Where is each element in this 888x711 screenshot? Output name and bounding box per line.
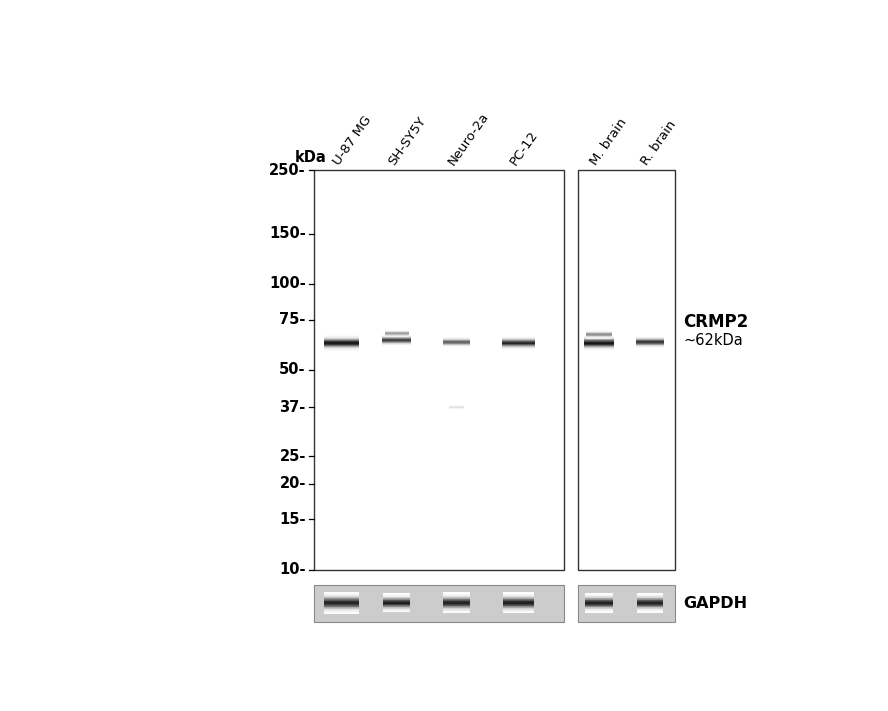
Bar — [314, 584, 564, 622]
Bar — [577, 584, 675, 622]
Bar — [503, 604, 534, 605]
Bar — [503, 592, 534, 593]
Bar — [443, 594, 471, 595]
Bar — [323, 603, 360, 604]
Bar — [503, 610, 534, 611]
Text: ~62kDa: ~62kDa — [684, 333, 743, 348]
Bar — [323, 613, 360, 614]
Text: 100-: 100- — [269, 277, 305, 292]
Bar — [503, 596, 534, 597]
Bar — [503, 613, 534, 614]
Text: PC-12: PC-12 — [508, 128, 541, 168]
Bar — [503, 611, 534, 612]
Bar — [503, 599, 534, 600]
Text: 50-: 50- — [279, 363, 305, 378]
Bar — [323, 608, 360, 609]
Bar — [443, 599, 471, 600]
Bar — [314, 170, 564, 570]
Bar — [323, 592, 360, 593]
Bar — [503, 609, 534, 610]
Bar — [443, 603, 471, 604]
Text: SH-SY5Y: SH-SY5Y — [386, 114, 429, 168]
Text: R. brain: R. brain — [639, 118, 679, 168]
Bar — [443, 609, 471, 610]
Text: CRMP2: CRMP2 — [684, 314, 749, 331]
Bar — [443, 596, 471, 597]
Bar — [443, 607, 471, 608]
Bar — [323, 600, 360, 601]
Bar — [503, 602, 534, 603]
Bar — [443, 611, 471, 612]
Bar — [323, 605, 360, 606]
Text: 37-: 37- — [280, 400, 305, 415]
Bar — [323, 592, 360, 594]
Text: U-87 MG: U-87 MG — [331, 113, 375, 168]
Bar — [503, 612, 534, 613]
Text: 150-: 150- — [269, 226, 305, 241]
Bar — [323, 610, 360, 611]
Bar — [443, 608, 471, 609]
Bar — [503, 603, 534, 604]
Bar — [577, 170, 675, 570]
Bar — [323, 604, 360, 605]
Bar — [443, 612, 471, 613]
Bar — [323, 612, 360, 613]
Text: 10-: 10- — [279, 562, 305, 577]
Text: kDa: kDa — [295, 150, 327, 165]
Bar — [323, 599, 360, 600]
Text: 20-: 20- — [280, 476, 305, 491]
Bar — [443, 597, 471, 598]
Bar — [443, 613, 471, 614]
Text: GAPDH: GAPDH — [684, 596, 748, 611]
Bar — [323, 611, 360, 612]
Bar — [503, 601, 534, 602]
Bar — [443, 595, 471, 596]
Bar — [443, 602, 471, 603]
Bar — [503, 594, 534, 595]
Bar — [443, 610, 471, 611]
Bar — [323, 598, 360, 599]
Bar — [443, 606, 471, 607]
Bar — [443, 604, 471, 605]
Bar — [443, 605, 471, 606]
Bar — [503, 598, 534, 599]
Bar — [503, 605, 534, 606]
Text: 25-: 25- — [280, 449, 305, 464]
Bar — [323, 601, 360, 602]
Text: M. brain: M. brain — [588, 116, 630, 168]
Text: 250-: 250- — [269, 163, 305, 178]
Text: 15-: 15- — [279, 512, 305, 527]
Bar — [443, 600, 471, 601]
Bar — [443, 598, 471, 599]
Bar — [503, 597, 534, 598]
Text: Neuro-2a: Neuro-2a — [446, 109, 492, 168]
Bar — [323, 607, 360, 608]
Bar — [503, 600, 534, 601]
Bar — [323, 609, 360, 610]
Bar — [323, 595, 360, 596]
Bar — [323, 597, 360, 598]
Bar — [443, 601, 471, 602]
Text: 75-: 75- — [280, 312, 305, 327]
Bar — [503, 595, 534, 596]
Bar — [323, 596, 360, 597]
Bar — [503, 593, 534, 594]
Bar — [503, 607, 534, 608]
Bar — [443, 593, 471, 594]
Bar — [503, 608, 534, 609]
Bar — [503, 606, 534, 607]
Bar — [323, 594, 360, 595]
Bar — [323, 606, 360, 607]
Bar — [323, 602, 360, 603]
Bar — [443, 592, 471, 593]
